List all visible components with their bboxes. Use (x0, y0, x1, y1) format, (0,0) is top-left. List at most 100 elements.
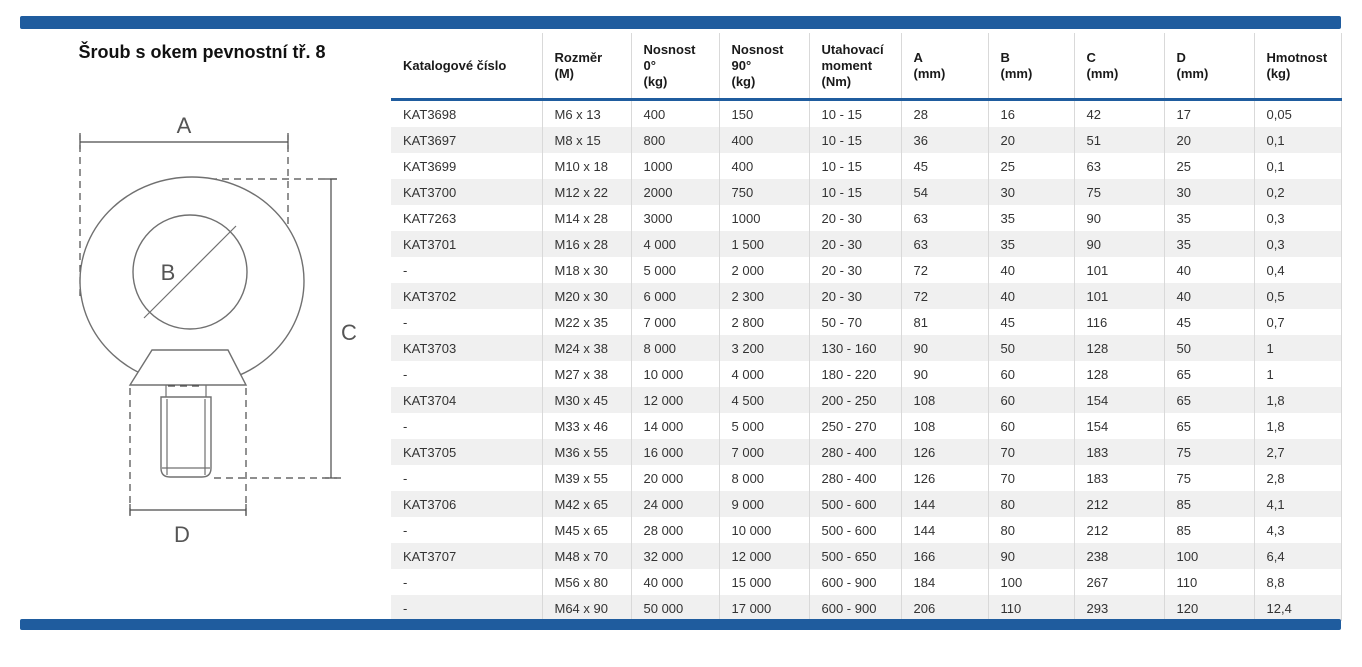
table-cell: 30 (1164, 179, 1255, 205)
table-cell: 25 (988, 153, 1075, 179)
table-cell: M64 x 90 (542, 595, 632, 621)
table-row: - M64 x 90 50 000 17 000 600 - 900 206 110 293 1… (391, 595, 1342, 621)
table-row: - M33 x 46 14 000 5 000 250 - 270 108 60 154 65 1… (391, 413, 1342, 439)
table-cell: 1,8 (1254, 413, 1342, 439)
table-cell: 1 (1254, 361, 1342, 387)
table-cell: 0,3 (1254, 231, 1342, 257)
table-cell: 60 (988, 387, 1075, 413)
table-cell: M27 x 38 (542, 361, 632, 387)
table-cell: 65 (1164, 361, 1255, 387)
table-row: KAT3700 M12 x 22 2000 750 10 - 15 54 30 75 30 0,2 (391, 179, 1342, 205)
table-cell: M8 x 15 (542, 127, 632, 153)
dim-a-label: A (177, 113, 192, 138)
table-cell: M16 x 28 (542, 231, 632, 257)
table-cell: 8 000 (631, 335, 720, 361)
table-cell: 10 - 15 (809, 127, 902, 153)
table-cell: KAT3702 (391, 283, 543, 309)
table-cell: 10 - 15 (809, 99, 902, 127)
table-cell: 25 (1164, 153, 1255, 179)
table-cell: 40 (988, 257, 1075, 283)
collar (128, 349, 248, 386)
table-row: KAT7263 M14 x 28 3000 1000 20 - 30 63 35 90 35 0,… (391, 205, 1342, 231)
table-cell: 81 (901, 309, 989, 335)
table-cell: 183 (1074, 439, 1165, 465)
table-cell: 120 (1164, 595, 1255, 621)
table-cell: 2000 (631, 179, 720, 205)
table-cell: - (391, 309, 543, 335)
table-cell: KAT3701 (391, 231, 543, 257)
table-cell: 24 000 (631, 491, 720, 517)
table-cell: 40 (988, 283, 1075, 309)
table-cell: 130 - 160 (809, 335, 902, 361)
table-cell: 5 000 (719, 413, 810, 439)
table-cell: M36 x 55 (542, 439, 632, 465)
table-cell: 6 000 (631, 283, 720, 309)
table-cell: 0,05 (1254, 99, 1342, 127)
table-row: KAT3701 M16 x 28 4 000 1 500 20 - 30 63 35 90 35… (391, 231, 1342, 257)
dim-d-label: D (174, 522, 190, 547)
table-cell: 14 000 (631, 413, 720, 439)
header-cell: B (mm) (988, 33, 1075, 101)
table-cell: 63 (901, 205, 989, 231)
table-cell: KAT3700 (391, 179, 543, 205)
table-cell: 51 (1074, 127, 1165, 153)
table-cell: M33 x 46 (542, 413, 632, 439)
table-cell: 12,4 (1254, 595, 1342, 621)
table-cell: 15 000 (719, 569, 810, 595)
table-cell: KAT3704 (391, 387, 543, 413)
table-cell: 212 (1074, 491, 1165, 517)
table-cell: - (391, 361, 543, 387)
table-cell: 50 000 (631, 595, 720, 621)
table-cell: 9 000 (719, 491, 810, 517)
table-cell: - (391, 413, 543, 439)
table-cell: 2 300 (719, 283, 810, 309)
header-cell: Hmotnost (kg) (1254, 33, 1342, 101)
table-cell: M45 x 65 (542, 517, 632, 543)
table-cell: 184 (901, 569, 989, 595)
table-cell: 65 (1164, 413, 1255, 439)
table-row: KAT3698 M6 x 13 400 150 10 - 15 28 16 42 17 0,05 (391, 99, 1342, 127)
table-cell: 1,8 (1254, 387, 1342, 413)
table-cell: 72 (901, 257, 989, 283)
table-cell: - (391, 517, 543, 543)
table-cell: M14 x 28 (542, 205, 632, 231)
table-cell: 20 - 30 (809, 231, 902, 257)
table-cell: 154 (1074, 413, 1165, 439)
header-cell: Katalogové číslo (391, 33, 543, 101)
table-cell: 0,4 (1254, 257, 1342, 283)
table-cell: 80 (988, 517, 1075, 543)
table-cell: 400 (631, 99, 720, 127)
table-cell: 144 (901, 491, 989, 517)
table-cell: 85 (1164, 517, 1255, 543)
table-cell: 116 (1074, 309, 1165, 335)
table-cell: 28 000 (631, 517, 720, 543)
table-cell: 35 (988, 205, 1075, 231)
table-cell: 16 (988, 99, 1075, 127)
table-cell: 75 (1074, 179, 1165, 205)
table-cell: 267 (1074, 569, 1165, 595)
header-cell: D (mm) (1164, 33, 1255, 101)
header-cell: C (mm) (1074, 33, 1165, 101)
table-row: KAT3697 M8 x 15 800 400 10 - 15 36 20 51 20 0,1 (391, 127, 1342, 153)
table-cell: - (391, 595, 543, 621)
table-cell: 0,7 (1254, 309, 1342, 335)
table-row: - M18 x 30 5 000 2 000 20 - 30 72 40 101 40 0,4 (391, 257, 1342, 283)
table-cell: 0,5 (1254, 283, 1342, 309)
header-cell: Nosnost 0° (kg) (631, 33, 720, 101)
spec-table-container: Katalogové číslo Rozměr (M) Nosnost 0° (kg… (391, 33, 1342, 621)
table-cell: 40 (1164, 257, 1255, 283)
table-cell: 12 000 (631, 387, 720, 413)
table-cell: 6,4 (1254, 543, 1342, 569)
table-cell: 110 (988, 595, 1075, 621)
table-cell: 206 (901, 595, 989, 621)
table-cell: 42 (1074, 99, 1165, 127)
table-cell: 20 - 30 (809, 283, 902, 309)
table-cell: 108 (901, 413, 989, 439)
table-cell: 10 - 15 (809, 179, 902, 205)
table-cell: 7 000 (631, 309, 720, 335)
table-cell: KAT3699 (391, 153, 543, 179)
table-cell: M20 x 30 (542, 283, 632, 309)
header-cell: A (mm) (901, 33, 989, 101)
table-cell: 45 (988, 309, 1075, 335)
